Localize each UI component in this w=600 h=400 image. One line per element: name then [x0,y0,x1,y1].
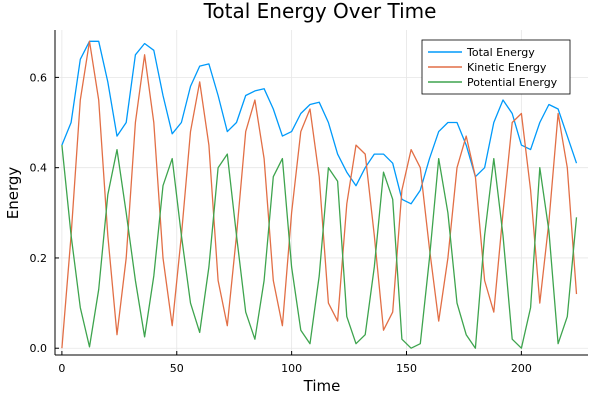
x-axis-ticks: 0 50 100 150 200 [58,351,532,375]
y-tick-label: 0.6 [30,71,48,84]
legend-label-potential-energy: Potential Energy [467,76,558,89]
chart-title: Total Energy Over Time [203,0,437,23]
x-tick-label: 50 [170,362,184,375]
series-lines [61,40,578,349]
x-tick-label: 200 [511,362,532,375]
legend: Total Energy Kinetic Energy Potential En… [421,39,571,95]
y-axis-ticks: 0.0 0.2 0.4 0.6 [30,71,59,355]
y-tick-label: 0.0 [30,342,48,355]
x-tick-label: 100 [281,362,302,375]
x-tick-label: 0 [58,362,65,375]
x-axis-label: Time [303,377,341,395]
y-tick-label: 0.2 [30,252,48,265]
series-line-total-energy [61,40,578,205]
x-tick-label: 150 [396,362,417,375]
y-tick-label: 0.4 [30,162,48,175]
legend-label-total-energy: Total Energy [466,46,535,59]
series-line-kinetic-energy [61,40,578,349]
legend-label-kinetic-energy: Kinetic Energy [467,61,547,74]
y-axis-label: Energy [4,167,22,220]
series-line-potential-energy [61,145,578,349]
